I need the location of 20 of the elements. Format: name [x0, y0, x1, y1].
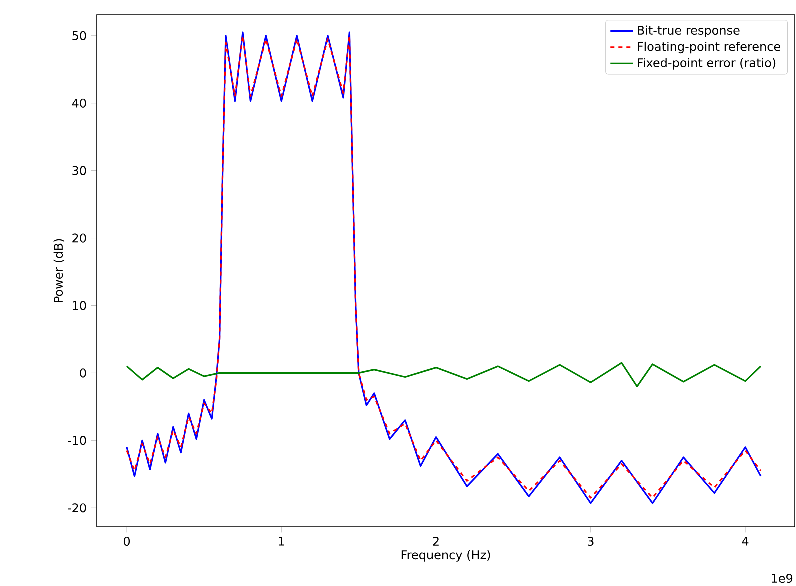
x-tick-label: 0 [124, 536, 130, 546]
y-axis-title: Power (dB) [54, 239, 65, 302]
y-tick-label: 50 [72, 31, 86, 40]
x-tick-label: 4 [742, 536, 749, 546]
x-axis-title: Frequency (Hz) [402, 550, 490, 562]
x-tick-label: 3 [588, 536, 594, 546]
y-tick-label: -20 [68, 504, 86, 513]
y-tick-label: -10 [68, 436, 86, 446]
line-series [126, 362, 762, 388]
legend-label: Fixed-point error (ratio) [638, 58, 776, 70]
x-tick-label: 2 [433, 536, 439, 546]
y-tick-label: 10 [73, 301, 86, 310]
y-tick-label: 30 [72, 166, 86, 176]
x-tick-label: 1 [279, 536, 284, 546]
y-tick-label: 40 [72, 98, 86, 108]
legend-label: Bit-true response [638, 26, 740, 38]
text: 1e9 [772, 574, 793, 584]
y-tick-label: 20 [72, 234, 86, 243]
y-tick-label: 0 [80, 368, 86, 378]
legend-label: Floating-point reference [638, 42, 780, 54]
